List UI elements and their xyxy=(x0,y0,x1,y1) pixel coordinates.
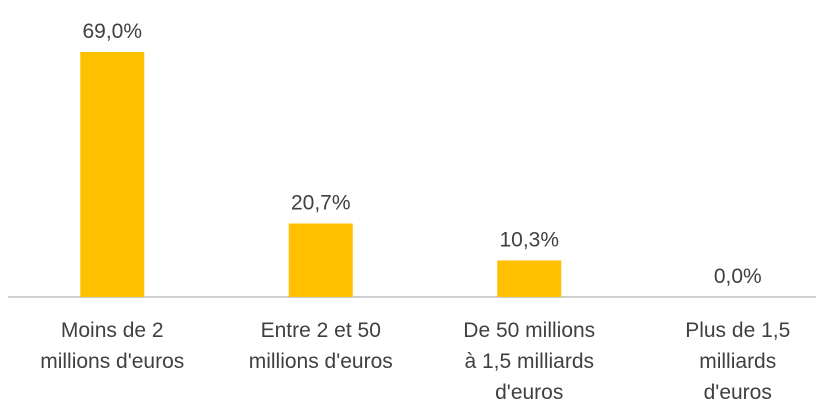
bar xyxy=(288,223,353,297)
x-tick-label: Entre 2 et 50 millions d'euros xyxy=(248,319,393,373)
bar xyxy=(497,260,562,297)
value-label: 0,0% xyxy=(714,265,762,288)
bar xyxy=(80,52,145,297)
x-tick-label: Moins de 2 millions d'euros xyxy=(40,319,185,373)
x-tick-label: De 50 millions à 1,5 milliards d'euros xyxy=(463,319,596,404)
value-label: 20,7% xyxy=(291,192,351,215)
x-tick-label: Plus de 1,5 milliards d'euros xyxy=(685,319,791,404)
value-label: 10,3% xyxy=(499,228,559,251)
value-label: 69,0% xyxy=(82,20,142,43)
